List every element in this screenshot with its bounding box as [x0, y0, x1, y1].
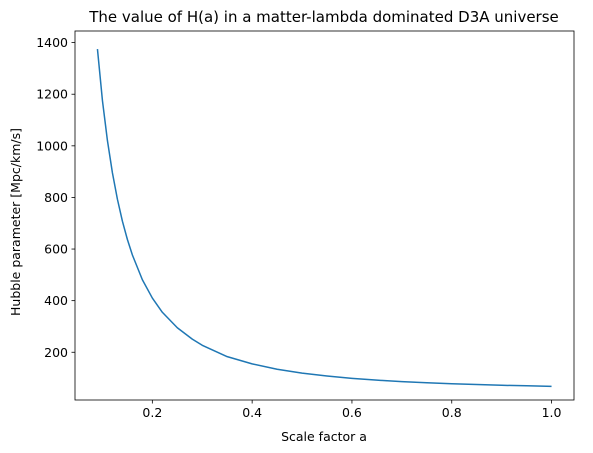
- y-tick-label: 1000: [36, 138, 68, 153]
- chart-title: The value of H(a) in a matter-lambda dom…: [88, 8, 559, 26]
- series-line-0: [96, 48, 552, 388]
- plot-frame: [74, 30, 575, 401]
- x-tick-label: 0.2: [142, 405, 162, 420]
- x-tick-label: 1.0: [542, 405, 562, 420]
- x-tick-label: 0.6: [342, 405, 362, 420]
- x-tick-label: 0.8: [442, 405, 462, 420]
- y-tick-label: 1200: [36, 87, 68, 102]
- x-axis-label: Scale factor a: [281, 429, 367, 444]
- y-tick-label: 1400: [36, 35, 68, 50]
- y-tick-label: 800: [44, 190, 68, 205]
- y-tick-label: 200: [44, 345, 68, 360]
- y-tick-label: 400: [44, 293, 68, 308]
- y-tick-label: 600: [44, 242, 68, 257]
- plot-area: 0.2 0.4 0.6 0.8 1.0 200 400 600 800 1000 1200 1400: [36, 30, 575, 420]
- x-tick-label: 0.4: [242, 405, 262, 420]
- y-axis-label: Hubble parameter [Mpc/km/s]: [8, 128, 23, 316]
